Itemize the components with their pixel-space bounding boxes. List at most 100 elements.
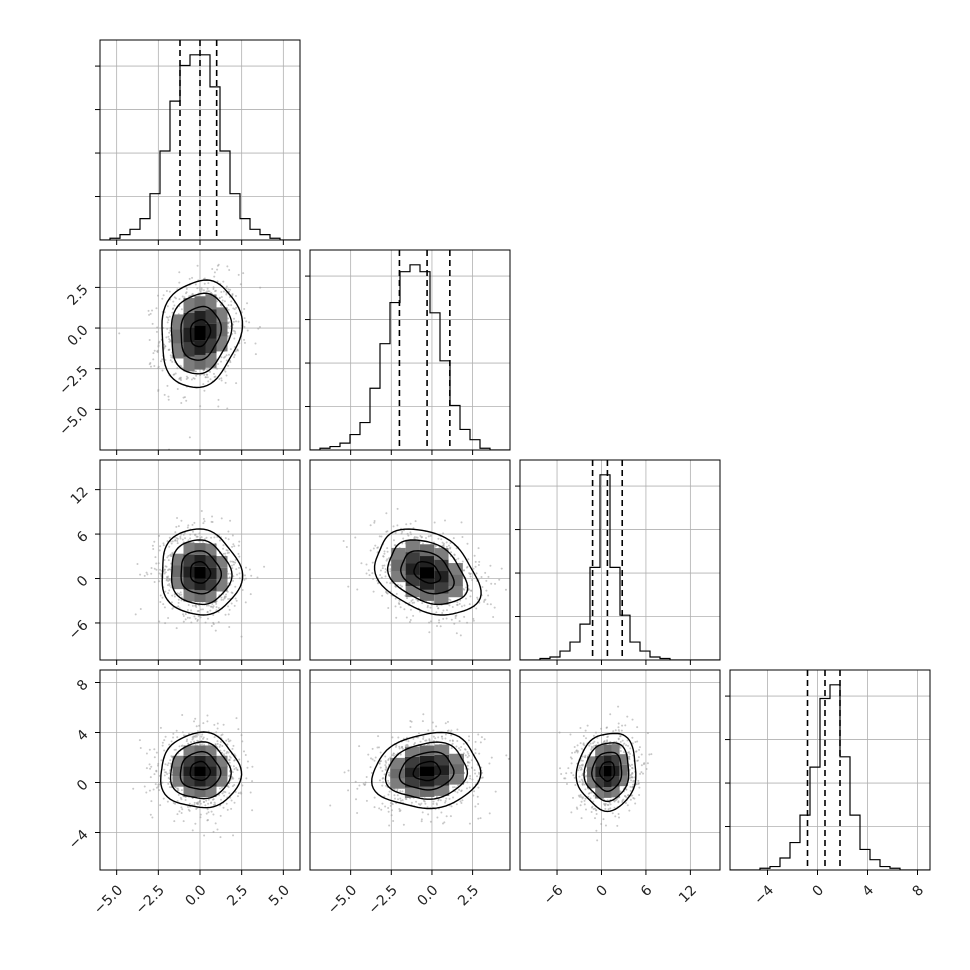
sample-point — [606, 739, 609, 742]
sample-point — [238, 540, 241, 543]
sample-point — [638, 786, 641, 789]
sample-point — [625, 796, 628, 799]
density-cell — [391, 559, 406, 571]
sample-point — [218, 533, 221, 536]
sample-point — [487, 575, 490, 578]
sample-point — [484, 598, 487, 601]
panel-frame — [729, 669, 931, 871]
x-tick-label: 12 — [676, 882, 700, 906]
sample-point — [180, 811, 183, 814]
density-cell — [194, 766, 206, 777]
sample-point — [207, 798, 210, 801]
sample-point — [384, 760, 387, 763]
sample-point — [635, 783, 638, 786]
sample-point — [148, 313, 151, 316]
sample-point — [174, 539, 177, 542]
sample-point — [408, 601, 411, 604]
sample-point — [163, 768, 166, 771]
sample-point — [589, 742, 592, 745]
sample-point — [611, 812, 614, 815]
sample-point — [196, 739, 199, 742]
sample-point — [195, 808, 198, 811]
sample-point — [614, 729, 617, 732]
sample-point — [184, 618, 187, 621]
sample-point — [145, 571, 148, 574]
sample-point — [153, 773, 156, 776]
sample-point — [215, 606, 218, 609]
sample-point — [469, 575, 472, 578]
x-tick-label: 0 — [593, 882, 611, 900]
sample-point — [222, 280, 225, 283]
sample-point — [582, 781, 585, 784]
sample-point — [358, 745, 361, 748]
sample-point — [370, 757, 373, 760]
sample-point — [595, 829, 598, 832]
sample-point — [429, 820, 432, 823]
sample-point — [151, 309, 154, 312]
sample-point — [391, 736, 394, 739]
sample-point — [205, 290, 208, 293]
density-cell — [603, 744, 612, 756]
sample-point — [455, 632, 458, 635]
sample-point — [227, 572, 230, 575]
density-cell — [419, 555, 435, 568]
sample-point — [227, 605, 230, 608]
density-cell — [434, 592, 449, 605]
sample-point — [383, 795, 386, 798]
sample-point — [444, 737, 447, 740]
sample-point — [646, 732, 649, 735]
sample-point — [205, 373, 208, 376]
sample-point — [180, 798, 183, 801]
sample-point — [228, 758, 231, 761]
sample-point — [481, 776, 484, 779]
sample-point — [379, 760, 382, 763]
y-tick-label: 0 — [74, 777, 92, 795]
sample-point — [386, 550, 389, 553]
sample-point — [167, 319, 170, 322]
sample-point — [207, 617, 210, 620]
sample-point — [168, 340, 171, 343]
sample-point — [469, 777, 472, 780]
sample-point — [224, 595, 227, 598]
density-cell — [216, 322, 228, 337]
sample-point — [460, 802, 463, 805]
sample-point — [155, 751, 158, 754]
sample-point — [467, 739, 470, 742]
sample-point — [383, 773, 386, 776]
sample-point — [436, 816, 439, 819]
sample-point — [230, 564, 233, 567]
sample-point — [448, 797, 451, 800]
sample-point — [249, 791, 252, 794]
sample-point — [365, 775, 368, 778]
sample-point — [409, 619, 412, 622]
sample-point — [384, 768, 387, 771]
density-cell — [434, 548, 449, 560]
sample-point — [420, 535, 423, 538]
density-cell — [390, 778, 405, 789]
sample-point — [205, 604, 208, 607]
sample-point — [185, 378, 188, 381]
sample-point — [435, 725, 438, 728]
sample-point — [612, 730, 615, 733]
sample-point — [244, 577, 247, 580]
panel-frame — [309, 669, 511, 871]
sample-point — [631, 736, 634, 739]
sample-point — [171, 540, 174, 543]
contour-level-2 — [384, 741, 469, 800]
sample-point — [169, 759, 172, 762]
sample-point — [624, 724, 627, 727]
sample-point — [412, 737, 415, 740]
sample-point — [231, 771, 234, 774]
sample-point — [514, 758, 516, 760]
sample-point — [155, 786, 158, 789]
sample-point — [236, 769, 239, 772]
sample-point — [364, 781, 367, 784]
sample-point — [161, 596, 164, 599]
sample-point — [186, 609, 189, 612]
sample-point — [222, 290, 225, 293]
sample-point — [420, 818, 423, 821]
sample-point — [181, 714, 184, 717]
sample-point — [192, 377, 195, 380]
panel-frame — [309, 459, 511, 661]
sample-point — [227, 304, 230, 307]
